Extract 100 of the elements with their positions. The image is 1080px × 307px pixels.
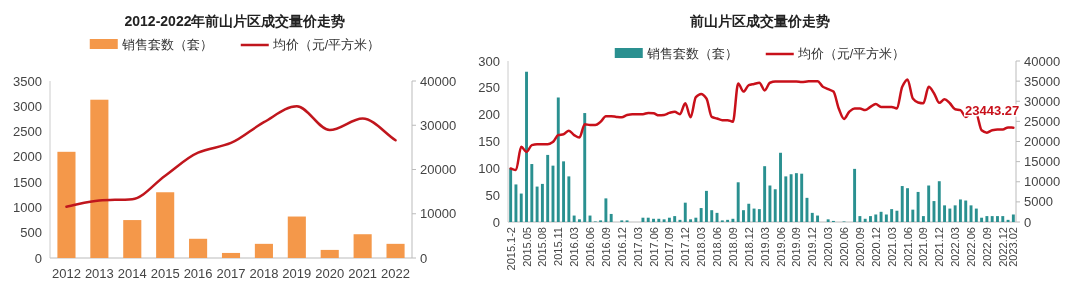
x-tick-label: 2021 bbox=[348, 266, 378, 281]
bar bbox=[757, 209, 761, 222]
x-tick-label: 2020.12 bbox=[869, 227, 882, 267]
bar bbox=[911, 209, 915, 222]
x-tick-label: 2018.06 bbox=[711, 227, 724, 267]
bar bbox=[1011, 214, 1015, 222]
bar bbox=[254, 243, 273, 258]
x-tick-label: 2016.12 bbox=[615, 227, 628, 267]
y2-tick-label: 30000 bbox=[1024, 93, 1061, 109]
bar bbox=[609, 213, 613, 222]
bar bbox=[964, 200, 968, 222]
bar bbox=[884, 214, 888, 222]
x-tick-label: 2015 bbox=[150, 266, 180, 281]
bar bbox=[800, 173, 804, 222]
line-series bbox=[65, 104, 397, 208]
bar bbox=[535, 186, 539, 222]
bar bbox=[567, 176, 571, 222]
bar bbox=[858, 216, 862, 222]
x-tick-label: 2022.12 bbox=[996, 227, 1009, 267]
y2-tick-label: 20000 bbox=[420, 162, 457, 177]
bar bbox=[742, 210, 745, 222]
bar bbox=[509, 168, 513, 222]
y-tick-label: 2000 bbox=[13, 149, 42, 165]
bar bbox=[916, 191, 920, 222]
x-tick-label: 2021.03 bbox=[885, 227, 898, 267]
x-tick-label: 2018 bbox=[249, 266, 279, 281]
x-tick-label: 2018.03 bbox=[695, 227, 708, 267]
x-tick-label: 2016.06 bbox=[584, 227, 597, 267]
y-tick-label: 2500 bbox=[13, 124, 42, 140]
bar bbox=[641, 217, 645, 222]
bar bbox=[958, 199, 962, 222]
y-tick-label: 3500 bbox=[13, 73, 42, 89]
bar bbox=[156, 192, 175, 258]
bar bbox=[577, 219, 581, 222]
x-tick-label: 2019.06 bbox=[774, 227, 787, 267]
bar bbox=[810, 212, 814, 222]
bar bbox=[937, 181, 941, 222]
y-tick-label: 50 bbox=[485, 187, 500, 203]
bar bbox=[853, 168, 857, 222]
y-tick-label: 500 bbox=[20, 225, 42, 241]
bar bbox=[900, 186, 904, 222]
bar bbox=[768, 185, 772, 222]
bar bbox=[652, 218, 655, 222]
bar bbox=[752, 208, 756, 222]
bar bbox=[123, 220, 142, 258]
bar bbox=[320, 249, 339, 258]
bar bbox=[789, 174, 793, 222]
bar bbox=[895, 210, 899, 222]
x-tick-label: 2018.12 bbox=[742, 227, 755, 267]
y2-tick-label: 30000 bbox=[420, 117, 457, 133]
x-tick-label: 2017.12 bbox=[679, 227, 692, 267]
legend-label: 均价（元/平方米） bbox=[796, 46, 906, 61]
bar bbox=[1001, 216, 1005, 222]
y-tick-label: 0 bbox=[34, 250, 42, 266]
bar bbox=[985, 216, 989, 222]
legend-label: 销售套数（套） bbox=[120, 38, 213, 52]
bar bbox=[784, 176, 788, 222]
bar bbox=[943, 205, 947, 222]
bar bbox=[572, 215, 576, 222]
x-tick-label: 2022.09 bbox=[980, 227, 993, 267]
chart-title: 前山片区成交量价走势 bbox=[689, 13, 830, 29]
bar bbox=[514, 184, 518, 222]
x-tick-label: 2021.12 bbox=[933, 227, 946, 267]
bar bbox=[604, 198, 608, 222]
legend-label: 均价（元/平方米） bbox=[271, 37, 381, 52]
bar bbox=[562, 161, 566, 222]
x-tick-label: 2019.12 bbox=[806, 227, 819, 267]
x-tick-label: 2017.03 bbox=[631, 227, 644, 267]
bar bbox=[874, 214, 878, 222]
bar bbox=[731, 218, 735, 222]
x-tick-label: 2016.09 bbox=[599, 227, 612, 267]
chart-title: 2012-2022年前山片区成交量价走势 bbox=[124, 13, 346, 29]
bar bbox=[974, 208, 978, 222]
x-tick-label: 2015.11 bbox=[552, 227, 565, 266]
y2-tick-label: 15000 bbox=[1024, 154, 1061, 170]
bar bbox=[699, 208, 703, 222]
bar bbox=[773, 189, 777, 222]
bar bbox=[694, 217, 698, 222]
bar bbox=[657, 218, 661, 222]
bar bbox=[689, 219, 693, 222]
bar bbox=[1006, 219, 1010, 222]
y2-tick-label: 35000 bbox=[1024, 73, 1061, 89]
y2-tick-label: 5000 bbox=[1024, 194, 1053, 210]
y-tick-label: 1500 bbox=[13, 174, 42, 190]
bar bbox=[646, 217, 650, 222]
x-tick-label: 2015.1-2 bbox=[504, 227, 517, 271]
bar bbox=[667, 217, 671, 222]
y-tick-label: 100 bbox=[478, 160, 500, 176]
bar bbox=[221, 252, 241, 258]
y-tick-label: 3000 bbox=[13, 98, 42, 114]
bar bbox=[710, 210, 714, 222]
data-label: 23443.27 bbox=[965, 102, 1020, 118]
bar bbox=[779, 152, 782, 222]
bar bbox=[583, 113, 587, 222]
x-tick-label: 2022.06 bbox=[965, 227, 978, 267]
y2-tick-label: 40000 bbox=[1024, 53, 1061, 69]
x-tick-label: 2019 bbox=[282, 266, 312, 281]
bar bbox=[826, 219, 830, 222]
bar bbox=[353, 234, 372, 258]
y-tick-label: 150 bbox=[478, 134, 500, 149]
